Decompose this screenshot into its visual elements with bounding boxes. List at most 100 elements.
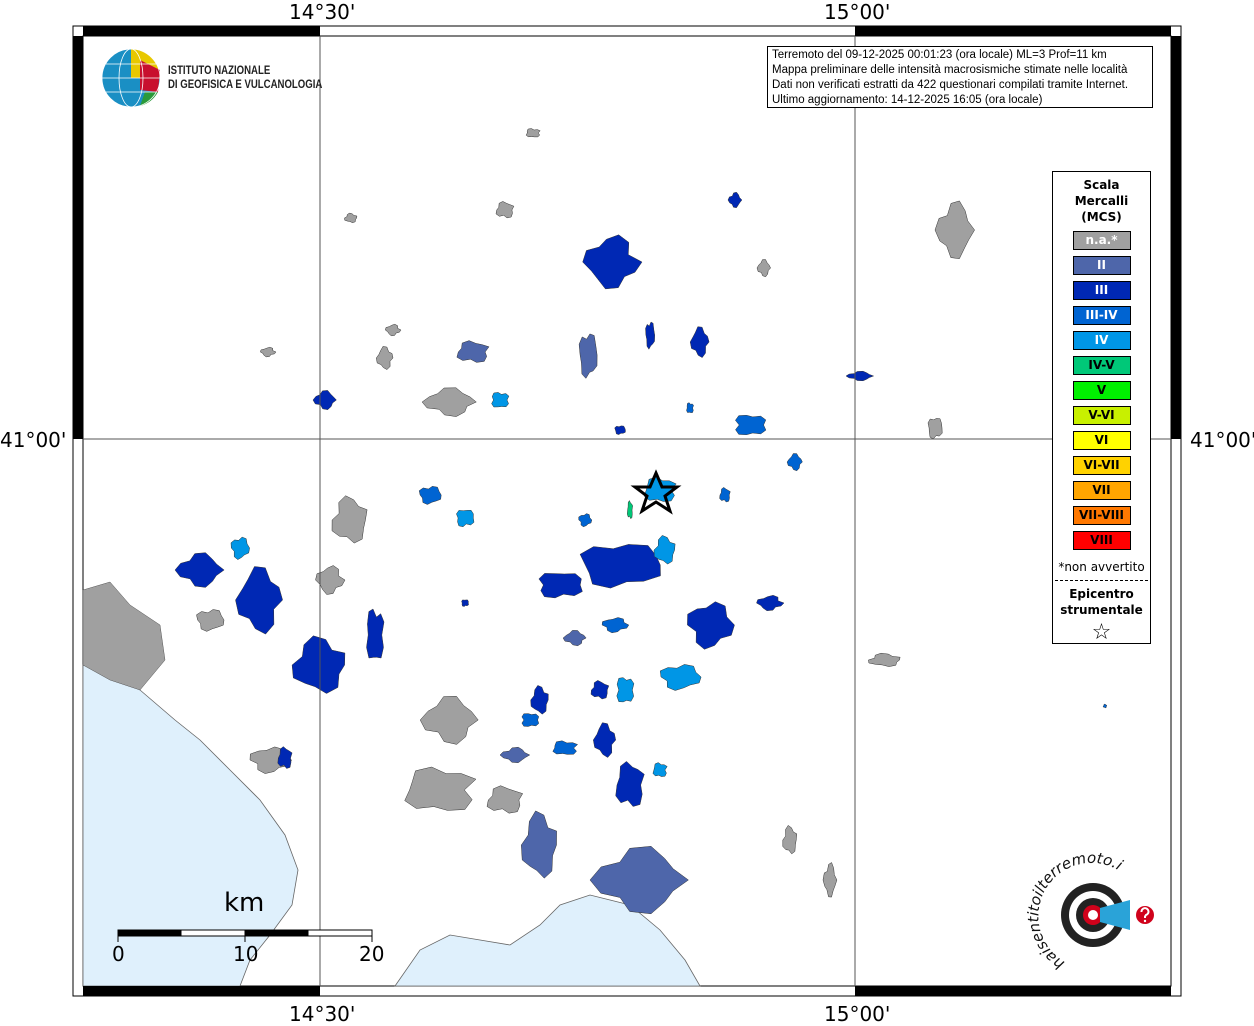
ingv-line2: DI GEOFISICA E VULCANOLOGIA — [168, 77, 323, 91]
lat-tick-right: 41°00' — [1190, 428, 1254, 452]
place-IV — [659, 664, 702, 691]
place-III — [614, 425, 626, 435]
place-n.a.* — [822, 862, 838, 898]
places-layer — [174, 128, 1107, 915]
ingv-line1: ISTITUTO NAZIONALE — [168, 63, 271, 77]
place-III — [579, 544, 661, 589]
place-III — [689, 326, 710, 358]
legend-title-line: Mercalli — [1074, 194, 1129, 208]
place-III — [461, 599, 469, 607]
place-III — [530, 685, 549, 715]
ingv-logo-text: ISTITUTO NAZIONALE DI GEOFISICA E VULCAN… — [168, 63, 322, 91]
legend-item: V-VI — [1072, 406, 1131, 425]
place-n.a.* — [486, 785, 524, 814]
place-III-IV — [1102, 703, 1107, 709]
place-II — [562, 630, 587, 647]
scalebar-label: 0 — [112, 942, 125, 966]
place-III — [235, 566, 283, 635]
place-III — [615, 761, 645, 807]
place-n.a.* — [419, 696, 479, 745]
place-III-IV — [521, 713, 540, 727]
place-n.a.* — [344, 212, 358, 223]
lat-tick-left: 41°00' — [0, 428, 67, 452]
place-n.a.* — [196, 609, 225, 632]
lon-tick-bottom: 14°30' — [289, 1002, 356, 1026]
info-line: Mappa preliminare delle intensità macros… — [772, 64, 1128, 76]
sea — [82, 664, 701, 987]
legend-divider — [1055, 580, 1148, 581]
question-icon — [1140, 907, 1150, 918]
place-n.a.* — [385, 323, 402, 337]
place-III — [593, 722, 616, 758]
legend-item: VII-VIII — [1072, 506, 1131, 525]
place-n.a.* — [934, 200, 975, 259]
mcs-legend: Scala Mercalli (MCS) n.a.* II III III-IV IV I… — [1052, 171, 1151, 645]
place-II — [589, 846, 689, 915]
place-IV — [653, 535, 676, 565]
legend-item: VI — [1072, 431, 1131, 450]
place-n.a.* — [260, 346, 277, 358]
ingv-logo-globe — [101, 48, 161, 108]
place-II — [456, 340, 490, 363]
place-n.a.* — [315, 565, 346, 595]
legend-item: V — [1072, 381, 1131, 400]
place-III — [645, 321, 655, 350]
place-III — [291, 635, 346, 694]
legend-title-line: (MCS) — [1081, 210, 1122, 224]
legend-epi-line: strumentale — [1060, 603, 1143, 617]
legend-item: II — [1072, 256, 1131, 275]
place-III-IV — [719, 487, 731, 503]
place-III — [277, 746, 293, 769]
place-III — [312, 390, 337, 410]
event-info-box: Terremoto del 09-12-2025 00:01:23 (ora l… — [767, 46, 1153, 108]
legend-epicenter-label: Epicentro strumentale — [1053, 586, 1150, 618]
epicenter-star — [630, 469, 682, 515]
place-III-IV — [552, 740, 579, 755]
scale-bar — [117, 929, 373, 942]
legend-item: III-IV — [1072, 306, 1131, 325]
legend-item: VI-VII — [1072, 456, 1131, 475]
place-II — [499, 746, 531, 763]
place-IV — [652, 762, 668, 777]
place-III-IV — [786, 453, 803, 472]
place-III-IV — [418, 486, 442, 505]
scalebar-unit: km — [224, 888, 265, 918]
place-n.a.* — [376, 346, 394, 370]
legend-item: n.a.* — [1072, 231, 1131, 250]
legend-title-line: Scala — [1083, 178, 1120, 192]
place-II — [578, 333, 598, 379]
place-n.a.* — [331, 495, 368, 544]
place-n.a.* — [868, 652, 901, 667]
info-line: Dati non verificati estratti da 422 ques… — [772, 79, 1129, 91]
place-III — [845, 370, 875, 382]
place-n.a.* — [927, 418, 943, 440]
legend-epi-line: Epicentro — [1069, 587, 1134, 601]
place-III — [174, 552, 225, 588]
place-n.a.* — [495, 201, 515, 219]
place-na — [82, 581, 166, 691]
frame-bars — [73, 26, 1181, 996]
place-IV — [230, 536, 250, 560]
legend-note: *non avvertito — [1058, 560, 1145, 574]
place-III — [538, 573, 583, 599]
place-III-IV — [735, 415, 767, 435]
place-IV-V — [627, 499, 633, 519]
legend-items: n.a.* II III III-IV IV IV-V V V-VI VI VI-VII VII VI… — [1053, 231, 1150, 550]
place-III — [687, 601, 735, 650]
lon-tick-bottom: 15°00' — [824, 1002, 891, 1026]
legend-item: IV — [1072, 331, 1131, 350]
scalebar-label: 20 — [359, 942, 385, 966]
place-IV — [616, 677, 635, 703]
epicenter-star-icon: ☆ — [1091, 620, 1112, 645]
place-IV — [491, 392, 510, 408]
place-n.a.* — [782, 825, 798, 855]
lon-tick-top: 15°00' — [824, 0, 891, 24]
place-III — [582, 234, 643, 290]
place-III-IV — [578, 513, 593, 528]
place-n.a.* — [421, 387, 477, 417]
legend-item: IV-V — [1072, 356, 1131, 375]
legend-item: VIII — [1072, 531, 1131, 550]
place-III — [366, 608, 385, 659]
place-III — [590, 680, 610, 700]
